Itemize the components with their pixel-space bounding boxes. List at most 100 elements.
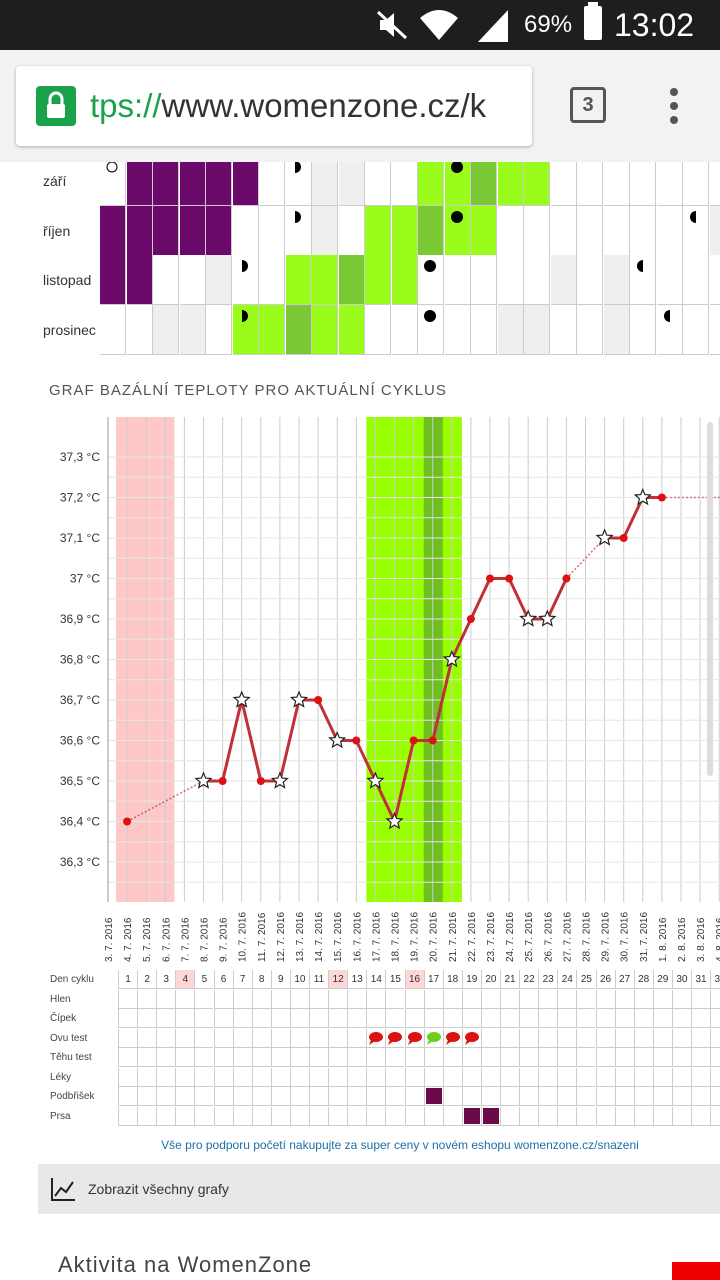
symptom-cell[interactable] (309, 1106, 328, 1126)
symptom-cell[interactable] (213, 1028, 233, 1048)
symptom-cell[interactable] (289, 1087, 309, 1106)
calendar-day[interactable] (100, 305, 126, 355)
symptom-cell[interactable] (538, 1106, 558, 1126)
calendar-day[interactable] (126, 305, 153, 355)
calendar-day[interactable] (550, 305, 577, 355)
symptom-cell[interactable] (194, 1067, 214, 1087)
symptom-cell[interactable] (480, 1067, 500, 1087)
symptom-cell[interactable] (423, 1009, 443, 1028)
symptom-cell[interactable] (347, 1067, 367, 1087)
calendar-day[interactable] (338, 162, 365, 206)
calendar-day[interactable] (630, 162, 656, 206)
calendar-day[interactable] (471, 206, 497, 256)
symptom-cell[interactable] (519, 1009, 539, 1028)
symptom-cell[interactable] (633, 1048, 653, 1067)
calendar-day[interactable] (338, 255, 365, 305)
symptom-cell[interactable] (366, 1087, 386, 1106)
symptom-cell[interactable] (404, 1009, 424, 1028)
calendar-day[interactable] (312, 162, 338, 206)
symptom-cell[interactable] (289, 989, 309, 1009)
calendar-day[interactable] (126, 162, 153, 206)
symptom-cell[interactable] (366, 1106, 386, 1126)
calendar-day[interactable] (418, 162, 444, 206)
calendar-day[interactable] (709, 206, 720, 256)
calendar-day[interactable] (603, 255, 630, 305)
symptom-cell[interactable] (633, 989, 653, 1009)
symptom-cell[interactable] (347, 1028, 367, 1048)
symptom-cell[interactable] (442, 1067, 462, 1087)
symptom-cell[interactable] (385, 1106, 405, 1126)
symptom-cell[interactable] (289, 1048, 309, 1067)
tab-switcher-button[interactable]: 3 (570, 87, 606, 123)
symptom-cell[interactable] (480, 1028, 500, 1048)
calendar-day[interactable] (179, 255, 206, 305)
calendar-day[interactable] (179, 206, 206, 256)
calendar-day[interactable] (471, 255, 497, 305)
symptom-cell[interactable] (480, 989, 500, 1009)
symptom-cell[interactable] (500, 1028, 519, 1048)
calendar-day[interactable] (630, 206, 656, 256)
symptom-cell[interactable] (404, 1048, 424, 1067)
symptom-cell[interactable] (557, 1067, 577, 1087)
calendar-day[interactable] (312, 305, 338, 355)
calendar-day[interactable] (709, 162, 720, 206)
symptom-cell[interactable] (404, 1067, 424, 1087)
symptom-cell[interactable] (500, 1009, 519, 1028)
calendar-day[interactable] (577, 305, 603, 355)
calendar-day[interactable] (232, 162, 259, 206)
symptom-cell[interactable] (480, 1009, 500, 1028)
calendar-day[interactable] (232, 255, 259, 305)
symptom-cell[interactable] (156, 1106, 176, 1126)
symptom-cell[interactable] (213, 1048, 233, 1067)
symptom-cell[interactable] (576, 1106, 596, 1126)
symptom-cell[interactable] (347, 1048, 367, 1067)
calendar-day[interactable] (259, 162, 285, 206)
symptom-cell[interactable] (385, 1067, 405, 1087)
symptom-cell[interactable] (576, 1087, 596, 1106)
symptom-cell[interactable] (270, 1087, 290, 1106)
calendar-day[interactable] (206, 162, 232, 206)
calendar-day[interactable] (471, 162, 497, 206)
calendar-day[interactable] (603, 206, 630, 256)
calendar-day[interactable] (338, 305, 365, 355)
symptom-cell[interactable] (289, 1028, 309, 1048)
symptom-cell[interactable] (557, 1048, 577, 1067)
symptom-cell[interactable] (118, 1067, 137, 1087)
symptom-cell[interactable] (251, 1067, 271, 1087)
calendar-day[interactable] (656, 206, 683, 256)
ad-banner[interactable] (672, 1262, 720, 1280)
calendar-day[interactable] (312, 206, 338, 256)
address-bar[interactable]: tps://www.womenzone.cz/k (16, 66, 532, 146)
calendar-day[interactable] (444, 255, 471, 305)
calendar-day[interactable] (524, 255, 550, 305)
symptom-cell[interactable] (595, 1028, 615, 1048)
symptom-cell[interactable] (251, 1106, 271, 1126)
symptom-cell[interactable] (251, 1048, 271, 1067)
symptom-cell[interactable] (461, 1087, 481, 1106)
symptom-cell[interactable] (270, 1048, 290, 1067)
symptom-cell[interactable] (385, 1048, 405, 1067)
symptom-cell[interactable] (366, 989, 386, 1009)
symptom-cell[interactable] (251, 1028, 271, 1048)
symptom-cell[interactable] (652, 1009, 672, 1028)
symptom-cell[interactable] (614, 989, 634, 1009)
symptom-cell[interactable] (576, 1067, 596, 1087)
calendar-day[interactable] (418, 206, 444, 256)
calendar-day[interactable] (683, 162, 709, 206)
symptom-cell[interactable] (366, 1028, 386, 1048)
calendar-day[interactable] (683, 255, 709, 305)
symptom-cell[interactable] (652, 1087, 672, 1106)
symptom-cell[interactable] (118, 1009, 137, 1028)
calendar-day[interactable] (444, 206, 471, 256)
symptom-cell[interactable] (614, 1009, 634, 1028)
symptom-cell[interactable] (671, 989, 691, 1009)
symptom-cell[interactable] (156, 1048, 176, 1067)
symptom-cell[interactable] (347, 1009, 367, 1028)
symptom-cell[interactable] (576, 989, 596, 1009)
scroll-thumb[interactable] (707, 422, 713, 776)
symptom-cell[interactable] (461, 1028, 481, 1048)
calendar-day[interactable] (630, 255, 656, 305)
symptom-cell[interactable] (404, 989, 424, 1009)
symptom-cell[interactable] (595, 989, 615, 1009)
symptom-cell[interactable] (270, 1106, 290, 1126)
